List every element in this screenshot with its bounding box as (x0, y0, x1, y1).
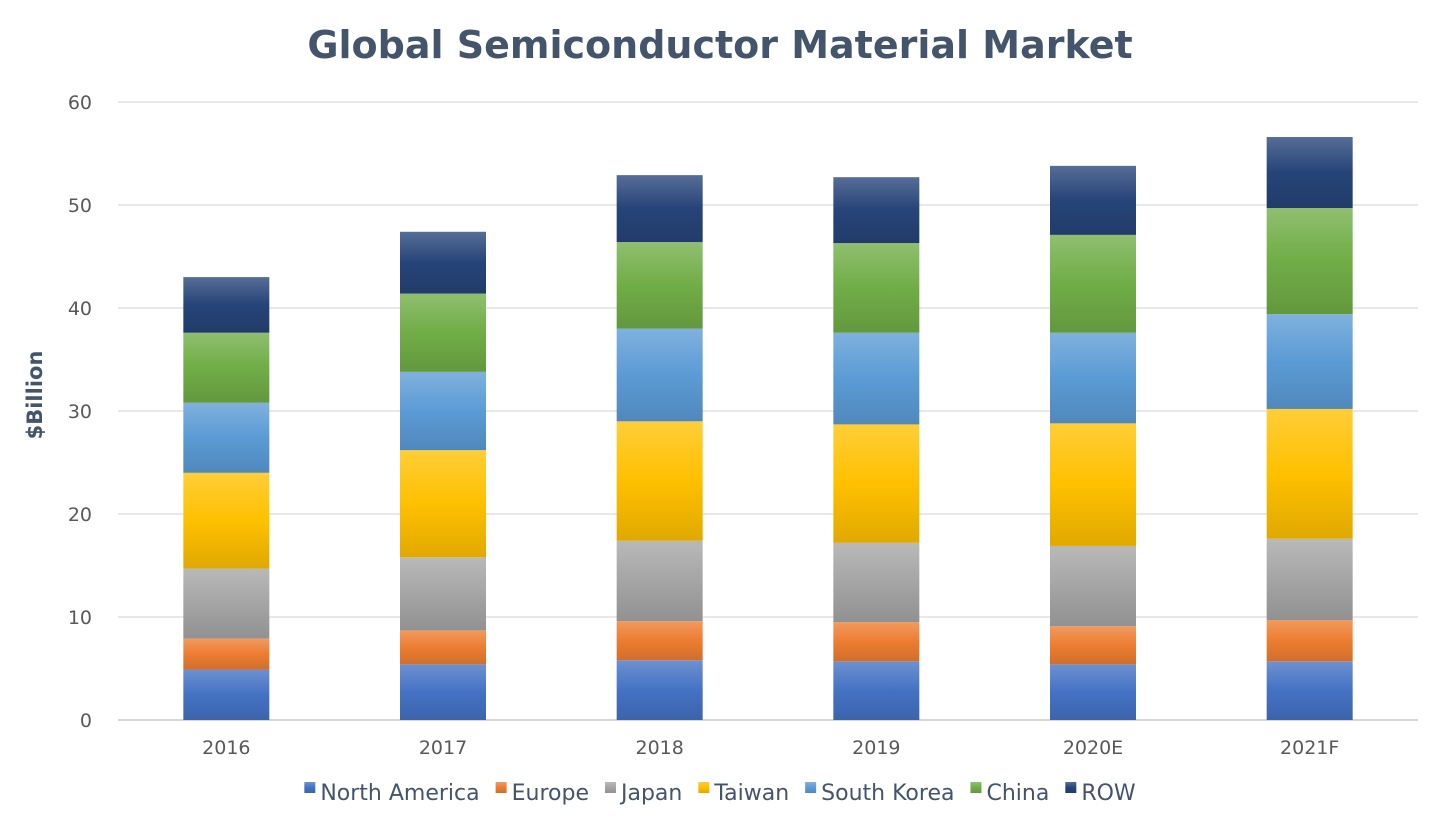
bar-segment (183, 638, 270, 670)
bar-segment (400, 557, 486, 631)
bar-segment (1266, 137, 1353, 209)
y-tick-label: 30 (68, 401, 92, 423)
y-axis: 0 10 20 30 40 50 60 (68, 92, 92, 732)
legend-swatch (604, 782, 616, 793)
legend-label: South Korea (821, 781, 954, 806)
x-tick-label: 2020E (1063, 737, 1123, 759)
bar-segment (833, 177, 920, 244)
bar-segment (183, 402, 270, 473)
legend-label: North America (320, 781, 479, 806)
bar-segment (400, 664, 486, 720)
bar-segment (616, 621, 703, 661)
gridlines (118, 101, 1418, 721)
legend-item: Europe (495, 781, 589, 806)
bar-segment (1266, 314, 1353, 409)
x-tick-label: 2021F (1280, 737, 1339, 759)
x-axis: 2016 2017 2018 2019 2020E 2021F (202, 737, 1339, 759)
bar-segment (1050, 423, 1136, 546)
bar-segment (183, 472, 270, 569)
bar-segment (616, 242, 703, 329)
legend-label: ROW (1081, 781, 1136, 806)
bar-stack (616, 175, 703, 720)
legend-swatch (970, 782, 982, 793)
bar-segment (400, 450, 486, 558)
legend-item: Japan (604, 781, 682, 806)
bar-segment (400, 293, 486, 372)
bar-segment (833, 332, 920, 425)
bar-segment (1266, 620, 1353, 662)
bar-stack (400, 231, 486, 720)
bar-stack (833, 177, 920, 720)
bar-segment (183, 332, 270, 403)
bar-segment (616, 540, 703, 622)
x-tick-label: 2019 (852, 737, 900, 759)
x-tick-label: 2018 (635, 737, 683, 759)
bar-segment (833, 424, 920, 543)
bar-segment (1050, 545, 1136, 627)
y-tick-label: 40 (68, 298, 92, 320)
bars (183, 137, 1353, 720)
legend-label: Japan (619, 781, 682, 806)
bar-segment (1050, 626, 1136, 665)
legend-swatch (805, 782, 817, 793)
bar-segment (616, 175, 703, 243)
bar-stack (183, 277, 270, 720)
legend-swatch (1065, 782, 1077, 793)
bar-segment (833, 243, 920, 333)
bar-segment (183, 277, 270, 333)
bar-stack (1266, 137, 1353, 720)
bar-segment (833, 622, 920, 662)
bar-segment (1050, 664, 1136, 720)
chart-title: Global Semiconductor Material Market (307, 23, 1132, 67)
legend: North America Europe Japan Taiwan South Kore… (304, 781, 1136, 806)
bar-segment (616, 660, 703, 720)
bar-segment (183, 669, 270, 720)
legend-label: Taiwan (713, 781, 789, 806)
legend-item: North America (304, 781, 480, 806)
bar-segment (400, 231, 486, 294)
bar-segment (1266, 538, 1353, 621)
x-tick-label: 2016 (202, 737, 250, 759)
y-axis-title: $Billion (23, 351, 47, 440)
legend-swatch (495, 782, 507, 793)
y-tick-label: 10 (68, 607, 92, 629)
legend-swatch (698, 782, 710, 793)
x-tick-label: 2017 (419, 737, 467, 759)
bar-segment (1266, 208, 1353, 315)
bar-segment (183, 568, 270, 639)
bar-segment (616, 328, 703, 422)
bar-segment (1266, 661, 1353, 720)
bar-segment (400, 371, 486, 451)
bar-segment (1050, 165, 1136, 235)
bar-segment (1050, 234, 1136, 333)
legend-item: Taiwan (698, 781, 789, 806)
y-tick-label: 20 (68, 504, 92, 526)
legend-label: China (986, 781, 1049, 806)
legend-swatch (304, 782, 316, 793)
y-tick-label: 0 (80, 710, 92, 732)
legend-item: China (970, 781, 1049, 806)
bar-segment (1266, 408, 1353, 539)
bar-segment (616, 421, 703, 541)
bar-segment (833, 661, 920, 720)
bar-stack (1050, 165, 1136, 720)
bar-segment (1050, 332, 1136, 424)
bar-segment (400, 630, 486, 665)
legend-label: Europe (512, 781, 589, 806)
legend-item: South Korea (805, 781, 954, 806)
legend-item: ROW (1065, 781, 1136, 806)
y-tick-label: 50 (68, 195, 92, 217)
bar-segment (833, 542, 920, 623)
y-tick-label: 60 (68, 92, 92, 114)
